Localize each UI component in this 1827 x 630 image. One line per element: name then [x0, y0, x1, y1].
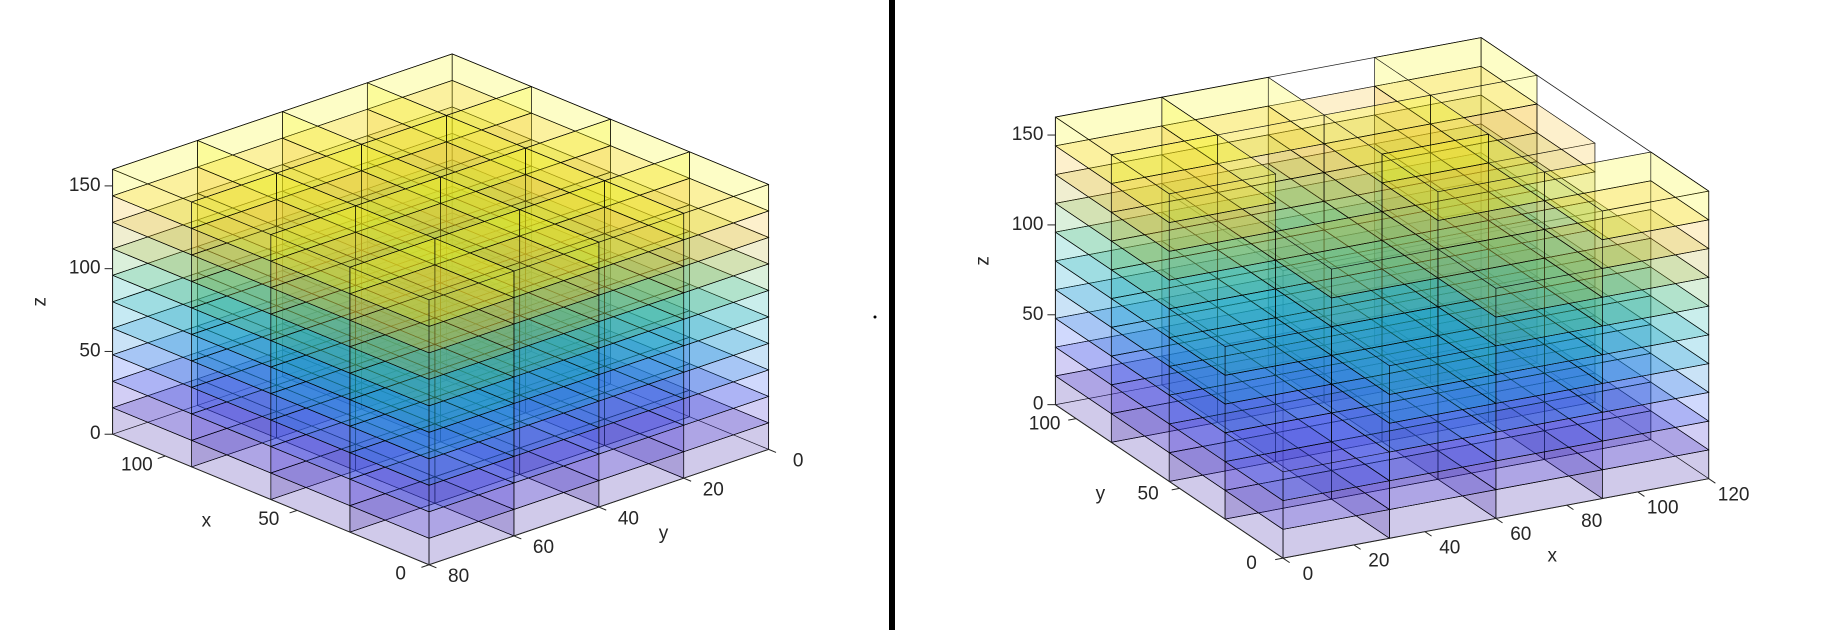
column	[439, 147, 606, 475]
column	[1054, 96, 1219, 443]
z-tick-label: 100	[69, 258, 101, 279]
column	[1216, 171, 1383, 463]
y-tick	[1171, 487, 1180, 491]
y-tick	[683, 477, 692, 482]
y-tick	[428, 564, 437, 569]
y-tick	[513, 535, 522, 540]
x-tick-label: 0	[1303, 564, 1314, 585]
x-tick	[1708, 478, 1716, 484]
column	[1429, 103, 1596, 423]
voxel-face	[428, 270, 515, 327]
x-tick	[1353, 544, 1361, 550]
column	[518, 180, 685, 508]
z-tick-label: 0	[1033, 394, 1044, 415]
x-tick	[289, 509, 298, 514]
column	[366, 53, 533, 381]
y-tick	[1068, 418, 1077, 421]
column	[275, 143, 442, 472]
y-tick-label: 80	[448, 566, 469, 587]
z-axis-label: z	[972, 256, 993, 266]
y-axis-label: y	[659, 523, 669, 544]
x-tick	[421, 564, 430, 568]
x-tick-label: 100	[1647, 498, 1679, 519]
x-tick	[1637, 491, 1645, 497]
column	[1267, 85, 1432, 404]
column	[111, 140, 278, 468]
x-tick-label: 80	[1581, 511, 1602, 532]
column	[269, 205, 436, 533]
x-tick	[1424, 531, 1432, 537]
y-tick-label: 60	[533, 537, 554, 558]
x-tick-label: 20	[1368, 551, 1389, 572]
y-tick-label: 50	[1138, 483, 1159, 504]
x-axis-label: x	[1548, 545, 1558, 566]
x-tick	[1495, 518, 1503, 524]
z-tick-label: 150	[1012, 124, 1044, 145]
column	[190, 172, 357, 500]
z-tick-label: 150	[69, 175, 101, 196]
divider	[889, 0, 895, 630]
voxel-face	[1536, 103, 1596, 173]
x-tick	[1282, 557, 1290, 564]
y-tick-label: 0	[793, 451, 804, 472]
voxel-face	[270, 205, 357, 262]
column	[1323, 94, 1490, 443]
x-tick	[1566, 504, 1574, 511]
voxel-face	[191, 172, 277, 229]
x-tick-label: 40	[1439, 537, 1460, 558]
y-tick-label: 40	[618, 508, 639, 529]
y-tick	[1275, 557, 1284, 561]
z-tick-label: 0	[90, 423, 101, 444]
x-tick-label: 120	[1718, 484, 1750, 505]
column	[349, 237, 515, 566]
x-tick	[157, 455, 166, 460]
x-tick-label: 60	[1510, 524, 1531, 545]
z-tick-label: 100	[1012, 214, 1044, 235]
z-tick-label: 50	[1022, 304, 1043, 325]
y-tick-label: 100	[1029, 414, 1061, 435]
column	[524, 118, 691, 447]
x-tick-label: 0	[395, 563, 406, 584]
z-tick-label: 50	[79, 340, 100, 361]
column	[433, 209, 600, 537]
y-tick	[598, 506, 607, 511]
y-tick	[768, 448, 777, 453]
x-tick-label: 50	[258, 509, 279, 530]
dot	[873, 315, 877, 319]
x-axis-label: x	[202, 510, 212, 531]
voxel-face	[1480, 37, 1538, 105]
y-axis-label: y	[1096, 483, 1106, 504]
z-axis-label: z	[30, 297, 51, 307]
y-tick-label: 0	[1246, 553, 1257, 574]
column	[1487, 200, 1652, 461]
x-tick-label: 100	[121, 455, 153, 476]
y-tick-label: 20	[703, 479, 724, 500]
voxel-face	[349, 237, 436, 295]
column	[196, 111, 363, 439]
